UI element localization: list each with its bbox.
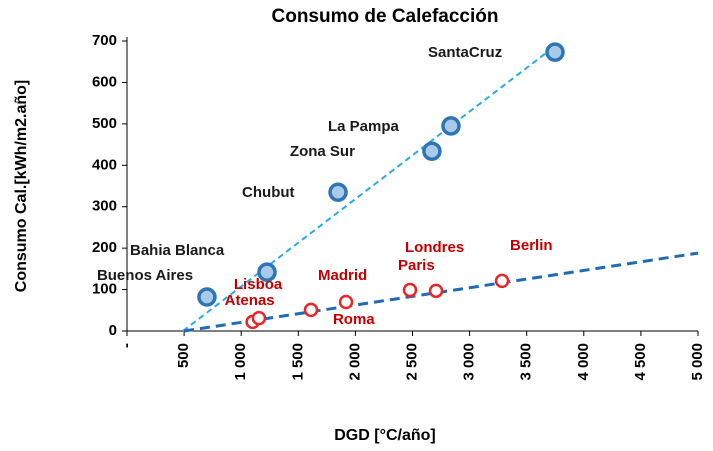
point-label: Zona Sur [290,143,355,160]
y-tick-label: 100 [92,281,117,298]
point-label: Paris [398,257,435,274]
point-label: Roma [333,311,375,328]
point [328,182,348,202]
y-tick-label: 500 [92,115,117,132]
y-tick-label: 600 [92,73,117,90]
point [257,262,277,282]
y-tick-label: 0 [109,322,117,339]
point [303,302,319,318]
x-axis-label: DGD [°C/año] [334,427,436,444]
point [402,282,418,298]
point-label: Buenos Aires [97,267,193,284]
point-label: Madrid [318,267,367,284]
point-label: Berlin [510,237,553,254]
trend-line [182,44,557,332]
point [428,283,444,299]
x-tick-label: 500 [175,343,192,368]
point-label: Lisboa [234,276,283,293]
x-tick-label: 1 500 [289,343,306,381]
point [197,287,217,307]
point-label: Chubut [242,184,294,201]
point-label: Londres [405,239,464,256]
y-tick-label: 300 [92,198,117,215]
point [545,42,565,62]
x-tick-label: 5 000 [689,343,706,381]
x-tick-label: 4 000 [575,343,592,381]
x-tick-label: 4 500 [632,343,649,381]
y-tick-label: 700 [92,32,117,49]
point-label: La Pampa [328,118,400,135]
x-tick-label: 3 000 [461,343,478,381]
point [251,310,267,326]
x-tick-label: - [118,343,135,348]
point-label: Atenas [225,292,275,309]
chart-title: Consumo de Calefacción [272,6,499,27]
x-tick-label: 1 000 [232,343,249,381]
x-tick-label: 3 500 [518,343,535,381]
x-tick-label: 2 000 [346,343,363,381]
point [422,141,442,161]
point-label: SantaCruz [428,44,502,61]
point [441,116,461,136]
x-tick-label: 2 500 [403,343,420,381]
point [338,294,354,310]
point [494,273,510,289]
y-tick-label: 400 [92,156,117,173]
y-tick-label: 200 [92,239,117,256]
point-label: Bahia Blanca [130,242,225,259]
y-axis-label: Consumo Cal.[kWh/m2.año] [13,80,30,292]
